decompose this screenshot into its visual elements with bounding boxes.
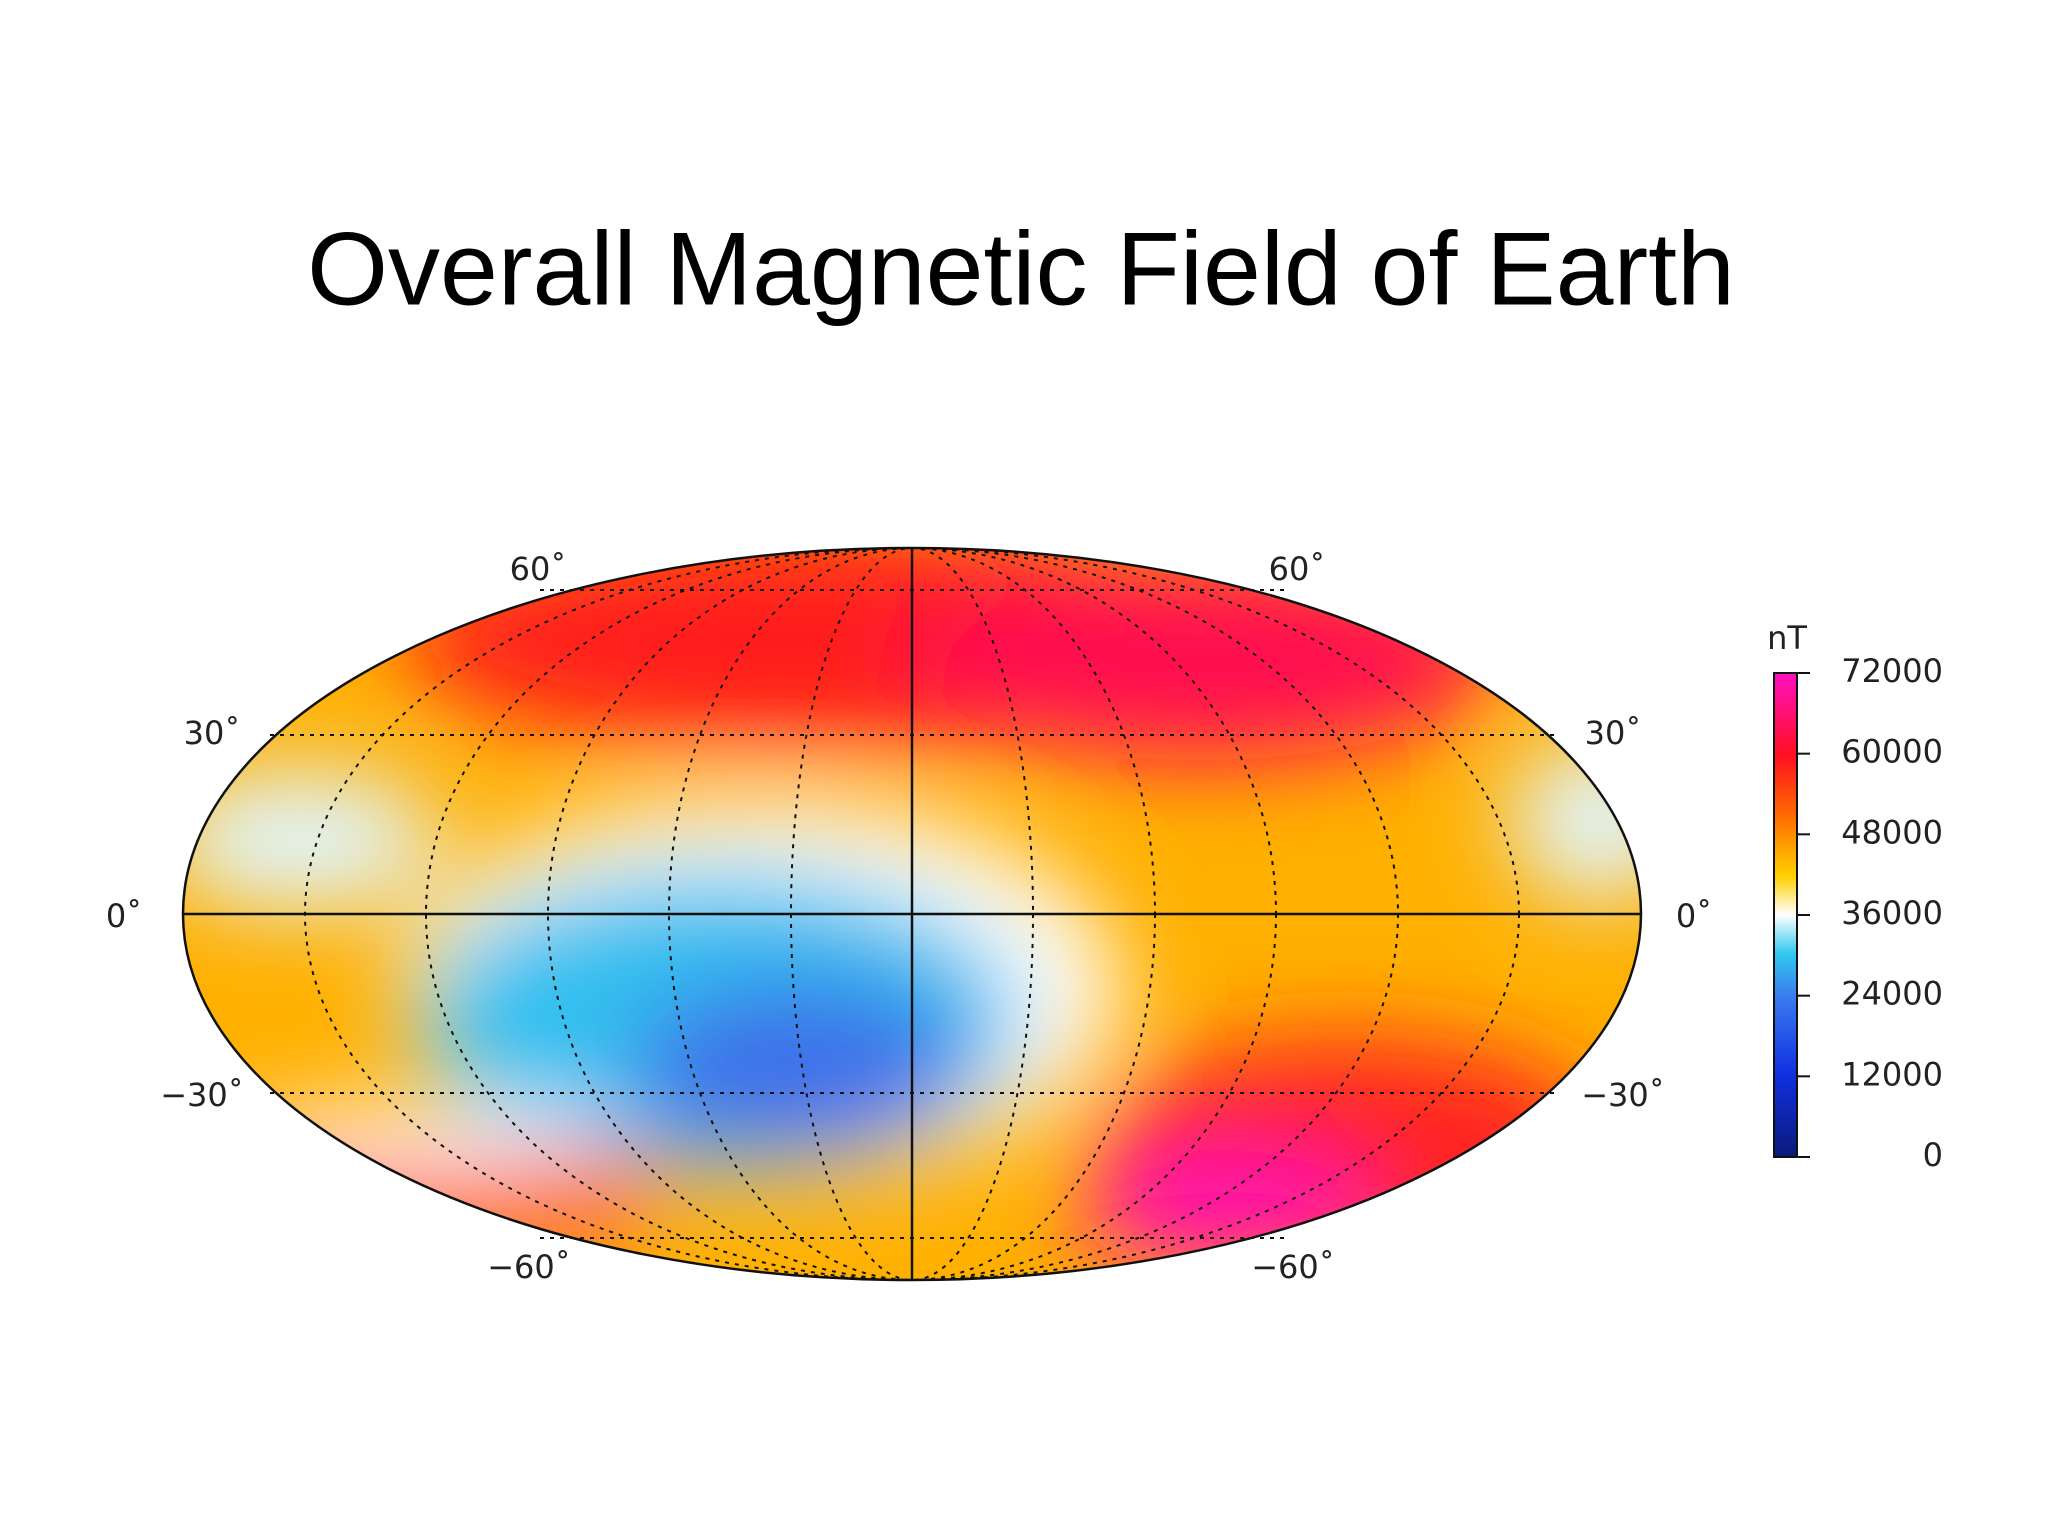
lat-label: −60˚ xyxy=(487,1248,571,1286)
lat-label: 0˚ xyxy=(1676,897,1712,935)
colorbar-tick-label: 48000 xyxy=(1841,813,1943,851)
field-map xyxy=(181,546,1643,1282)
lat-label: 30˚ xyxy=(184,714,241,752)
map-outline xyxy=(181,546,1643,1282)
colorbar-scale xyxy=(1773,672,1798,1158)
colorbar-tick-label: 72000 xyxy=(1841,652,1943,690)
colorbar-tick-label: 12000 xyxy=(1841,1055,1943,1093)
colorbar-tick-label: 60000 xyxy=(1841,733,1943,771)
lat-label: 60˚ xyxy=(1269,550,1326,588)
colorbar-tick-label: 0 xyxy=(1923,1136,1943,1174)
colorbar-tick-label: 24000 xyxy=(1841,975,1943,1013)
lat-label: −30˚ xyxy=(1581,1076,1665,1114)
colorbar-unit: nT xyxy=(1767,619,1807,657)
lat-label: −60˚ xyxy=(1251,1248,1335,1286)
slide-title: Overall Magnetic Field of Earth xyxy=(307,211,1735,327)
lat-label: 30˚ xyxy=(1585,714,1642,752)
colorbar-tick-label: 36000 xyxy=(1841,894,1943,932)
colorbar: nT xyxy=(1767,619,1807,1158)
lat-label: 0˚ xyxy=(106,897,142,935)
lat-label: 60˚ xyxy=(510,550,567,588)
lat-label: −30˚ xyxy=(160,1076,244,1114)
